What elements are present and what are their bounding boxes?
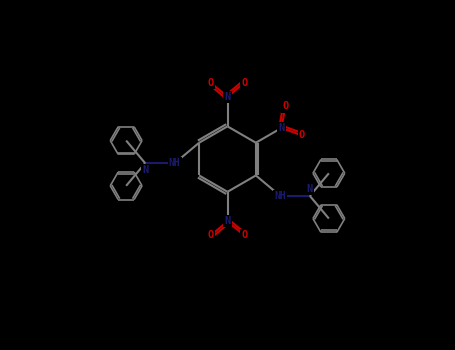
Text: N: N (307, 184, 313, 194)
Text: O: O (207, 230, 214, 240)
Text: O: O (241, 78, 248, 88)
Text: N: N (278, 123, 285, 133)
Text: NH: NH (274, 191, 286, 201)
Text: O: O (241, 230, 248, 240)
Text: O: O (299, 131, 305, 140)
Text: O: O (207, 78, 214, 88)
Text: N: N (224, 216, 231, 226)
Text: NH: NH (169, 158, 181, 168)
Text: N: N (224, 92, 231, 102)
Text: N: N (142, 165, 148, 175)
Text: O: O (282, 102, 288, 111)
